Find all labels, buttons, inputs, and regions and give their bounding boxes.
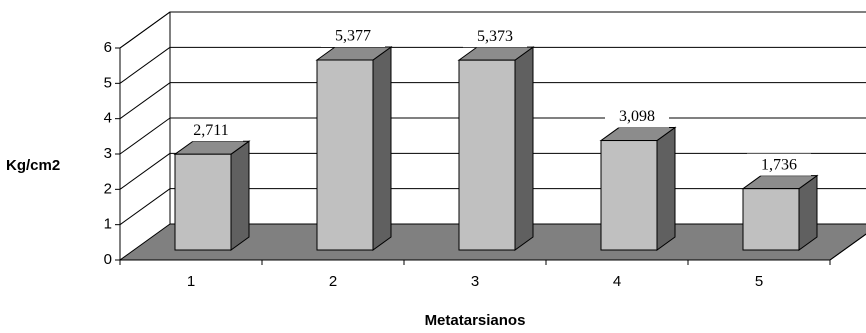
gridline-side-5 [119,46,171,84]
x-axis-title: Metatarsianos [425,312,526,329]
data-label-bg-1 [179,119,243,142]
floor-edge [829,233,866,261]
gridline-side-4 [119,82,171,120]
bar-side-2 [372,46,392,251]
bar-side-3 [514,46,534,251]
gridline-side-3 [119,117,171,155]
y-tick-label-6: 6 [104,39,112,56]
gridline-side-2 [119,152,171,190]
data-label-1: 2,711 [193,122,228,139]
y-tick-label-5: 5 [104,74,112,91]
data-label-3: 5,373 [477,28,513,45]
data-label-bg-4 [605,105,669,128]
x-tick-label-5: 5 [755,273,763,290]
bar-2 [316,59,374,251]
y-axis-title: Kg/cm2 [6,157,60,174]
bar-3 [458,59,516,251]
x-tick-label-2: 2 [329,273,337,290]
y-tick-label-4: 4 [104,110,112,127]
axes [115,47,831,265]
data-labels: 2,711 5,377 5,373 3,098 1,736 [179,25,811,176]
data-label-4: 3,098 [619,108,655,125]
data-label-2: 5,377 [335,28,371,45]
x-tick-label-4: 4 [613,273,621,290]
bar-5 [742,188,800,251]
gridline-side-6 [119,11,171,49]
data-label-bg-2 [321,25,385,48]
gridline-side-1 [119,188,171,226]
y-tick-label-0: 0 [104,251,112,268]
bar-1 [174,153,232,251]
bar-side-4 [656,126,676,251]
data-label-bg-5 [747,153,811,176]
bar-4 [600,140,658,251]
y-tick-label-3: 3 [104,145,112,162]
x-tick-label-3: 3 [471,273,479,290]
tick-labels: 0 1 2 3 4 5 6 1 2 3 4 5 [104,39,764,290]
data-label-bg-3 [463,25,527,48]
bars [173,46,819,251]
y-tick-label-1: 1 [104,216,112,233]
data-label-5: 1,736 [761,156,797,173]
y-tick-label-2: 2 [104,180,112,197]
bar-side-1 [230,140,250,251]
x-tick-label-1: 1 [187,273,195,290]
